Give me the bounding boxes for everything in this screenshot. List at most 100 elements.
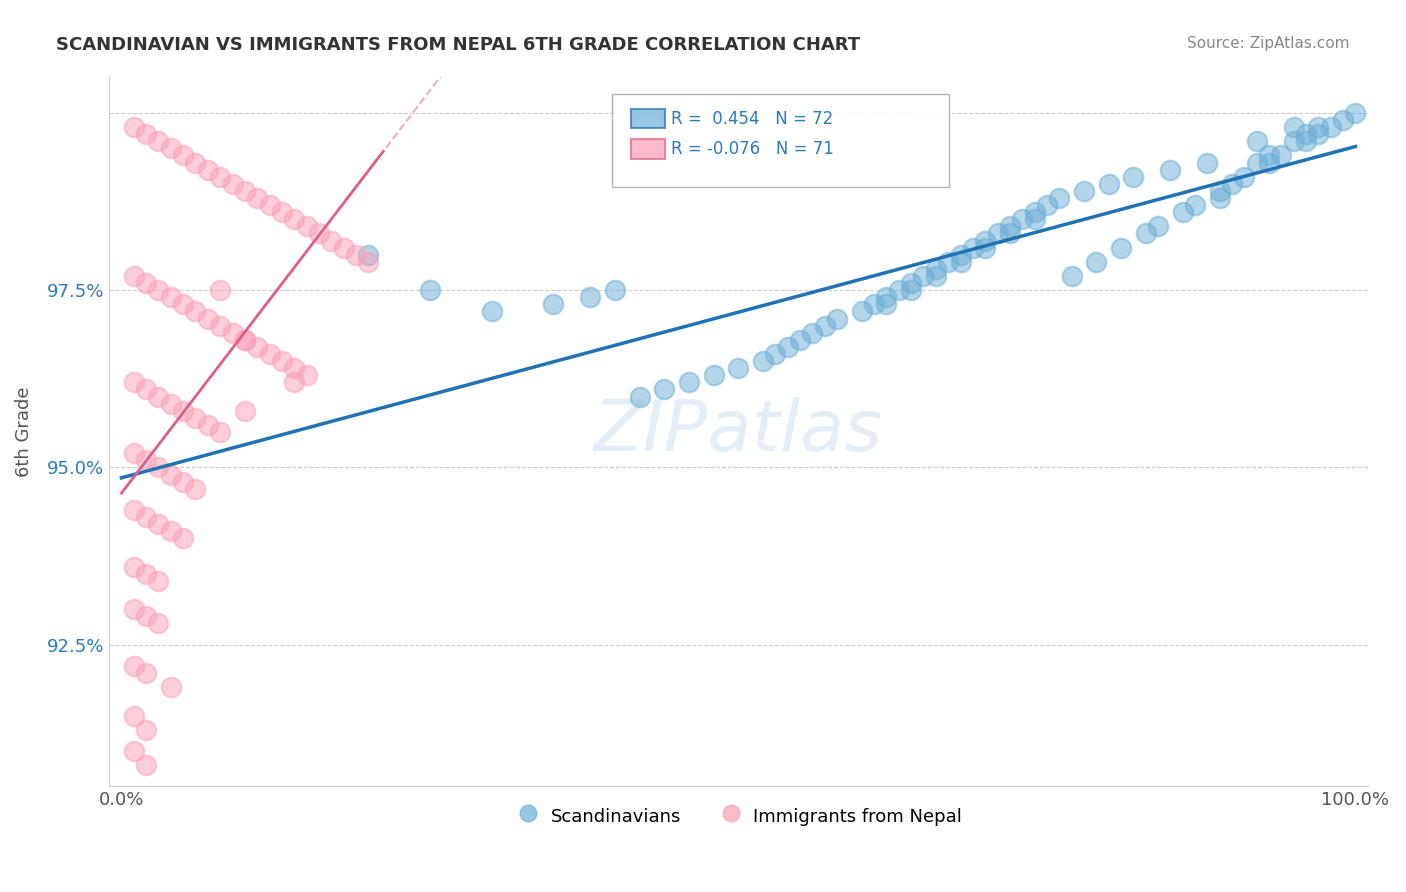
Point bbox=[1208, 191, 1230, 205]
Point bbox=[628, 390, 651, 404]
Point bbox=[172, 403, 194, 417]
Point bbox=[135, 276, 157, 290]
Point bbox=[135, 666, 157, 681]
Point bbox=[270, 205, 292, 219]
Point bbox=[1270, 148, 1292, 162]
Point bbox=[172, 475, 194, 489]
Legend: Scandinavians, Immigrants from Nepal: Scandinavians, Immigrants from Nepal bbox=[508, 797, 969, 834]
Point bbox=[321, 234, 343, 248]
Point bbox=[122, 446, 145, 460]
Point bbox=[308, 227, 330, 241]
Point bbox=[1246, 155, 1268, 169]
Point bbox=[159, 524, 181, 539]
Point bbox=[221, 326, 243, 340]
Point bbox=[875, 290, 897, 304]
Point bbox=[727, 361, 749, 376]
Point bbox=[1159, 162, 1181, 177]
Point bbox=[233, 333, 256, 347]
Point bbox=[184, 304, 207, 318]
Point bbox=[159, 141, 181, 155]
Point bbox=[135, 758, 157, 772]
Point bbox=[221, 177, 243, 191]
Point bbox=[1109, 241, 1132, 255]
Point bbox=[912, 268, 935, 283]
Point bbox=[148, 616, 170, 631]
Point bbox=[295, 219, 318, 234]
Point bbox=[579, 290, 602, 304]
Point bbox=[419, 283, 441, 297]
Point bbox=[543, 297, 565, 311]
Point bbox=[184, 155, 207, 169]
Point bbox=[998, 219, 1021, 234]
Point bbox=[135, 383, 157, 397]
Point bbox=[925, 261, 948, 276]
Point bbox=[1135, 227, 1157, 241]
Point bbox=[122, 376, 145, 390]
Point bbox=[776, 340, 799, 354]
Point bbox=[1047, 191, 1070, 205]
Point bbox=[197, 417, 219, 432]
Point bbox=[481, 304, 503, 318]
Point bbox=[703, 368, 725, 383]
Text: Source: ZipAtlas.com: Source: ZipAtlas.com bbox=[1187, 36, 1350, 51]
Point bbox=[172, 531, 194, 545]
Point bbox=[765, 347, 787, 361]
Point bbox=[1171, 205, 1194, 219]
Point bbox=[148, 283, 170, 297]
Point bbox=[259, 347, 281, 361]
Point bbox=[1184, 198, 1206, 212]
Text: R =  0.454   N = 72: R = 0.454 N = 72 bbox=[671, 110, 832, 128]
Point bbox=[122, 744, 145, 758]
Point bbox=[962, 241, 984, 255]
Point bbox=[122, 602, 145, 616]
Point bbox=[233, 333, 256, 347]
Point bbox=[148, 134, 170, 148]
Point bbox=[148, 574, 170, 588]
Point bbox=[1220, 177, 1243, 191]
Point bbox=[135, 127, 157, 141]
Point bbox=[1197, 155, 1219, 169]
Point bbox=[654, 383, 676, 397]
Point bbox=[678, 376, 700, 390]
Point bbox=[1233, 169, 1256, 184]
Point bbox=[233, 403, 256, 417]
Point bbox=[851, 304, 873, 318]
Point bbox=[863, 297, 886, 311]
Point bbox=[1344, 106, 1367, 120]
Point bbox=[825, 311, 848, 326]
Point bbox=[246, 191, 269, 205]
Point bbox=[949, 248, 972, 262]
Point bbox=[344, 248, 367, 262]
Point bbox=[925, 268, 948, 283]
Text: R = -0.076   N = 71: R = -0.076 N = 71 bbox=[671, 140, 834, 158]
Point bbox=[1011, 212, 1033, 227]
Point bbox=[1308, 120, 1330, 134]
Point bbox=[172, 297, 194, 311]
Point bbox=[332, 241, 354, 255]
Point bbox=[949, 254, 972, 268]
Point bbox=[875, 297, 897, 311]
Point bbox=[986, 227, 1008, 241]
Point bbox=[283, 361, 305, 376]
Point bbox=[135, 510, 157, 524]
Point bbox=[122, 268, 145, 283]
Point bbox=[148, 517, 170, 532]
Text: ZIPatlas: ZIPatlas bbox=[593, 398, 883, 467]
Point bbox=[1282, 120, 1305, 134]
Point bbox=[135, 566, 157, 581]
Point bbox=[1122, 169, 1144, 184]
Point bbox=[752, 354, 775, 368]
Point bbox=[1246, 134, 1268, 148]
Point bbox=[1331, 113, 1354, 128]
Point bbox=[172, 148, 194, 162]
Point bbox=[122, 708, 145, 723]
Point bbox=[814, 318, 837, 333]
Point bbox=[1024, 205, 1046, 219]
Point bbox=[283, 376, 305, 390]
Point bbox=[197, 162, 219, 177]
Point bbox=[1024, 212, 1046, 227]
Point bbox=[1282, 134, 1305, 148]
Point bbox=[159, 396, 181, 410]
Point bbox=[357, 248, 380, 262]
Point bbox=[148, 460, 170, 475]
